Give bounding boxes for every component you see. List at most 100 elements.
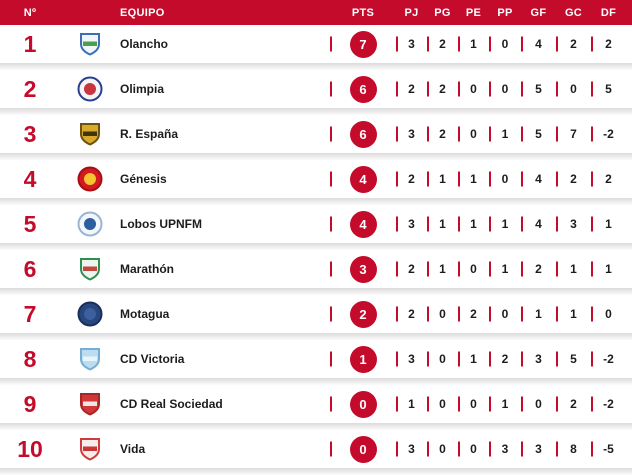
stat-divider-bar bbox=[396, 351, 398, 367]
stat-divider-bar bbox=[396, 216, 398, 232]
team-crest-icon bbox=[77, 256, 103, 282]
stat-value-text: 0 bbox=[501, 307, 509, 321]
team-name: Olimpia bbox=[120, 82, 165, 96]
stat-value-pp: 2 bbox=[489, 351, 521, 367]
stat-divider-bar bbox=[330, 396, 332, 412]
team-crest-icon bbox=[77, 76, 103, 102]
stat-value-text: 0 bbox=[605, 307, 612, 321]
stat-divider-bar bbox=[521, 351, 523, 367]
stat-divider-bar bbox=[556, 351, 558, 367]
points-cell: 2 bbox=[330, 300, 396, 328]
row-divider bbox=[0, 198, 632, 205]
team-crest bbox=[60, 166, 120, 192]
stat-value-pg: 1 bbox=[427, 216, 458, 232]
stat-divider-bar bbox=[396, 36, 398, 52]
header-position: Nº bbox=[23, 6, 37, 19]
table-row-group: 6 Marathón 3 2 1 0 1 2 1 1 bbox=[0, 250, 632, 295]
header-stat-gc: GC bbox=[564, 6, 583, 19]
team-name: Génesis bbox=[120, 172, 167, 186]
position-number: 7 bbox=[23, 300, 37, 327]
stat-value-text: 2 bbox=[439, 37, 446, 51]
header-stat-pp: PP bbox=[497, 6, 513, 19]
stat-value-text: 1 bbox=[501, 262, 509, 276]
table-header: Nº EQUIPO PTS PJ PG PE PP GF GC DF bbox=[0, 0, 632, 25]
stat-value-text: 5 bbox=[535, 127, 542, 141]
stat-value-text: 2 bbox=[605, 37, 612, 51]
table-row[interactable]: 5 Lobos UPNFM 4 3 1 1 1 4 3 1 bbox=[0, 205, 632, 243]
stat-divider-bar bbox=[427, 81, 429, 97]
points-badge: 0 bbox=[349, 435, 377, 463]
stat-value-gf: 4 bbox=[521, 216, 556, 232]
stat-value-pp: 1 bbox=[489, 216, 521, 232]
stat-value-pg: 1 bbox=[427, 171, 458, 187]
points-cell: 4 bbox=[330, 210, 396, 238]
stat-value-text: 0 bbox=[501, 172, 509, 186]
table-row[interactable]: 3 R. España 6 3 2 0 1 5 7 -2 bbox=[0, 115, 632, 153]
table-row[interactable]: 7 Motagua 2 2 0 2 0 1 1 0 bbox=[0, 295, 632, 333]
stat-value-text: 2 bbox=[535, 262, 542, 276]
points-cell: 4 bbox=[330, 165, 396, 193]
stat-value-text: 1 bbox=[605, 262, 612, 276]
table-row-group: 10 Vida 0 3 0 0 3 3 8 -5 bbox=[0, 430, 632, 475]
stat-divider-bar bbox=[521, 126, 523, 142]
points-cell: 7 bbox=[330, 30, 396, 58]
stats-cells: 3 2 0 1 5 7 -2 bbox=[396, 126, 626, 142]
stat-divider-bar bbox=[521, 81, 523, 97]
stat-value-text: 1 bbox=[439, 262, 446, 276]
team-crest bbox=[60, 76, 120, 102]
stat-divider-bar bbox=[458, 216, 460, 232]
stat-value-text: 2 bbox=[408, 172, 415, 186]
header-team: EQUIPO bbox=[120, 6, 165, 19]
stat-divider-bar bbox=[556, 81, 558, 97]
stat-value-text: 0 bbox=[470, 397, 477, 411]
stat-value-pj: 3 bbox=[396, 126, 427, 142]
points-badge: 6 bbox=[349, 120, 377, 148]
table-row[interactable]: 9 CD Real Sociedad 0 1 0 0 1 0 2 -2 bbox=[0, 385, 632, 423]
table-row[interactable]: 8 CD Victoria 1 3 0 1 2 3 5 -2 bbox=[0, 340, 632, 378]
stats-cells: 2 0 2 0 1 1 0 bbox=[396, 306, 626, 322]
stat-divider-bar bbox=[489, 171, 491, 187]
stat-value-gf: 5 bbox=[521, 81, 556, 97]
stat-value-text: 4 bbox=[535, 172, 542, 186]
stats-cells: 2 1 1 0 4 2 2 bbox=[396, 171, 626, 187]
stat-value-pe: 1 bbox=[458, 36, 489, 52]
stat-divider-bar bbox=[591, 261, 593, 277]
stat-divider-bar bbox=[458, 81, 460, 97]
stat-value-text: 2 bbox=[439, 82, 446, 96]
stat-value-pg: 2 bbox=[427, 36, 458, 52]
stat-divider-bar bbox=[427, 351, 429, 367]
stat-value-gc: 3 bbox=[556, 216, 591, 232]
stat-value-pe: 0 bbox=[458, 441, 489, 457]
stat-value-text: 0 bbox=[470, 127, 477, 141]
table-row[interactable]: 6 Marathón 3 2 1 0 1 2 1 1 bbox=[0, 250, 632, 288]
team-crest-icon bbox=[77, 346, 103, 372]
table-row[interactable]: 4 Génesis 4 2 1 1 0 4 2 2 bbox=[0, 160, 632, 198]
table-row-group: 7 Motagua 2 2 0 2 0 1 1 0 bbox=[0, 295, 632, 340]
stat-value-text: 1 bbox=[570, 262, 577, 276]
stat-divider-bar bbox=[427, 171, 429, 187]
stat-divider-bar bbox=[458, 261, 460, 277]
stat-value-gf: 5 bbox=[521, 126, 556, 142]
stat-divider-bar bbox=[489, 36, 491, 52]
table-row[interactable]: 10 Vida 0 3 0 0 3 3 8 -5 bbox=[0, 430, 632, 468]
team-name: Olancho bbox=[120, 37, 169, 51]
table-row[interactable]: 2 Olimpia 6 2 2 0 0 5 0 5 bbox=[0, 70, 632, 108]
table-row[interactable]: 1 Olancho 7 3 2 1 0 4 2 2 bbox=[0, 25, 632, 63]
header-points: PTS bbox=[351, 6, 375, 19]
stat-divider-bar bbox=[427, 396, 429, 412]
header-stat-pe: PE bbox=[465, 6, 482, 19]
stat-value-text: -2 bbox=[603, 127, 614, 141]
stat-value-df: -5 bbox=[591, 441, 626, 457]
row-divider bbox=[0, 468, 632, 475]
stat-divider-bar bbox=[458, 441, 460, 457]
stat-divider-bar bbox=[556, 126, 558, 142]
stat-divider-bar bbox=[556, 216, 558, 232]
row-divider bbox=[0, 333, 632, 340]
position-number: 3 bbox=[23, 120, 37, 147]
stat-value-text: -5 bbox=[603, 442, 614, 456]
stat-value-gf: 4 bbox=[521, 171, 556, 187]
stats-cells: 2 2 0 0 5 0 5 bbox=[396, 81, 626, 97]
stat-value-gf: 3 bbox=[521, 441, 556, 457]
